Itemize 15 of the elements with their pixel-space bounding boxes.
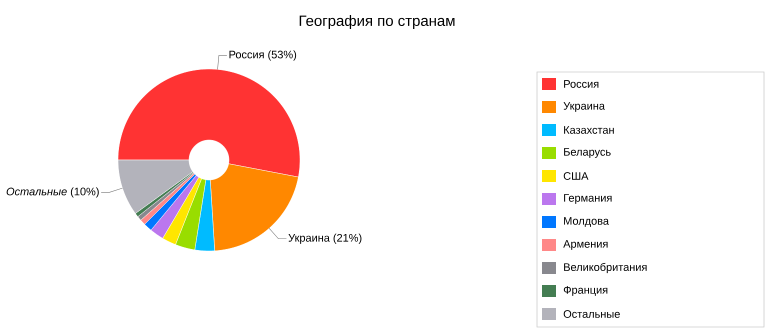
chart-title: География по странам [300, 15, 454, 29]
legend-label: Украина [564, 102, 605, 112]
legend-label: Великобритания [564, 262, 647, 274]
legend-label: Армения [563, 240, 608, 250]
data-label: Остальные (10%) [6, 187, 99, 198]
legend-label: США [564, 172, 588, 180]
legend-label: Остальные [564, 310, 620, 318]
legend-label: Казахстан [564, 126, 614, 134]
legend-label: Франция [564, 286, 608, 296]
legend-label: Беларусь [564, 148, 611, 158]
data-label: Россия (53%) [229, 50, 296, 61]
data-label: Украина (21%) [288, 234, 362, 244]
legend-label: Россия [564, 80, 598, 88]
legend-label: Германия [564, 194, 612, 204]
legend-label: Молдова [564, 217, 609, 227]
